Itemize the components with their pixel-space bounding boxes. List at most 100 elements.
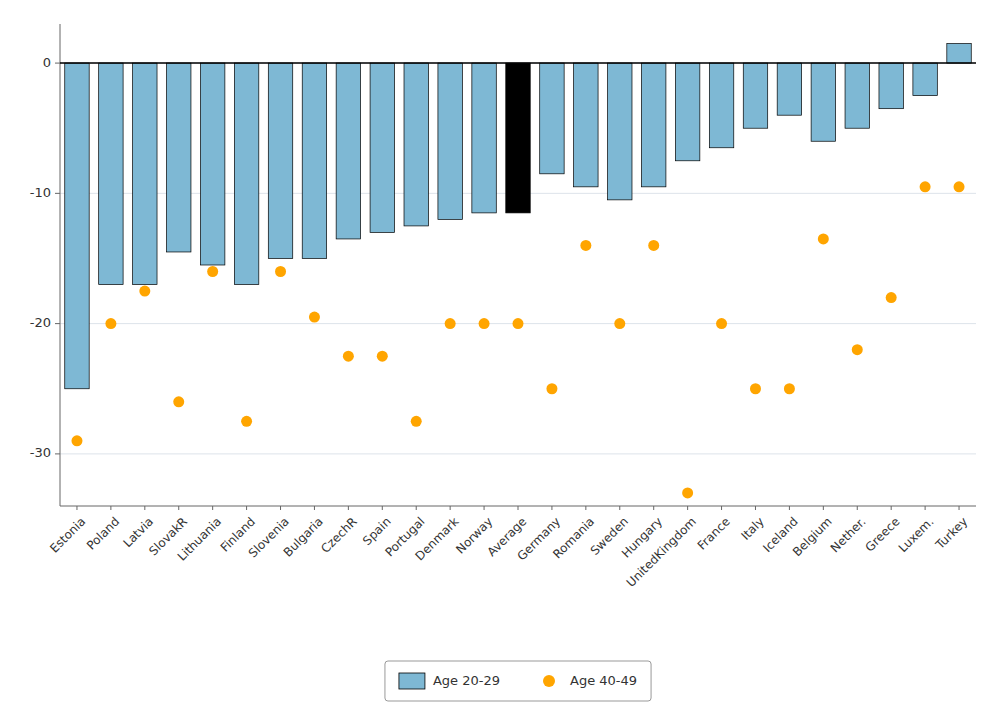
dot <box>546 383 557 394</box>
legend-swatch <box>399 673 425 689</box>
dot <box>445 318 456 329</box>
x-tick-label: Bulgaria <box>281 514 326 559</box>
x-tick-label: CzechR <box>318 514 359 555</box>
y-tick <box>55 63 60 64</box>
grid <box>60 63 976 454</box>
dot <box>275 266 286 277</box>
legend: Age 20-29 Age 40-49 <box>385 661 651 701</box>
series-1 <box>71 181 964 498</box>
bar <box>947 44 971 64</box>
x-tick <box>416 506 417 510</box>
x-tick-label: France <box>695 514 733 552</box>
x-tick-label: Turkey <box>932 514 970 552</box>
bar <box>268 63 292 258</box>
bar <box>302 63 326 258</box>
y-tick <box>55 323 60 324</box>
dot <box>513 318 524 329</box>
dot <box>241 416 252 427</box>
dot <box>614 318 625 329</box>
bar <box>99 63 123 284</box>
dot <box>682 487 693 498</box>
bar <box>540 63 564 174</box>
x-tick <box>721 506 722 510</box>
x-tick <box>212 506 213 510</box>
x-tick <box>110 506 111 510</box>
bar <box>879 63 903 109</box>
x-tick <box>789 506 790 510</box>
grid-line <box>60 453 976 454</box>
x-tick <box>178 506 179 510</box>
dot <box>207 266 218 277</box>
x-tick <box>823 506 824 510</box>
dot <box>818 233 829 244</box>
dot <box>309 312 320 323</box>
x-tick <box>450 506 451 510</box>
bar <box>472 63 496 213</box>
dot <box>343 351 354 362</box>
bar <box>404 63 428 226</box>
x-tick-label: Poland <box>84 514 122 552</box>
bar <box>608 63 632 200</box>
legend-swatch <box>543 675 555 687</box>
x-tick-label: Greece <box>862 514 902 554</box>
dot <box>139 286 150 297</box>
x-tick <box>891 506 892 510</box>
y-tick-label: -20 <box>30 315 51 330</box>
y-tick <box>55 453 60 454</box>
bar <box>506 63 530 213</box>
dot <box>479 318 490 329</box>
x-tick-label: Romania <box>550 514 597 561</box>
x-tick-label: Nether. <box>828 514 869 555</box>
y-tick-label: -10 <box>30 185 51 200</box>
grid-line <box>60 63 976 64</box>
x-tick-label: Luxem. <box>896 514 937 555</box>
legend-label: Age 20-29 <box>433 673 500 688</box>
x-tick <box>959 506 960 510</box>
bar <box>370 63 394 232</box>
x-tick-label: Lithuania <box>175 514 224 563</box>
bar <box>641 63 665 187</box>
bar <box>65 63 89 389</box>
dot <box>716 318 727 329</box>
dot <box>784 383 795 394</box>
x-tick-label: UnitedKingdom <box>624 514 699 589</box>
legend-box <box>385 661 651 701</box>
x-tick <box>348 506 349 510</box>
x-tick <box>755 506 756 510</box>
x-tick-label: Belgium <box>790 514 835 559</box>
dot <box>411 416 422 427</box>
dot <box>173 396 184 407</box>
x-tick <box>246 506 247 510</box>
x-tick <box>518 506 519 510</box>
x-tick <box>382 506 383 510</box>
dot <box>105 318 116 329</box>
x-tick-label: Italy <box>739 514 767 542</box>
bar <box>675 63 699 161</box>
x-tick <box>280 506 281 510</box>
x-tick-label: Estonia <box>47 514 88 555</box>
chart: 0-10-20-30EstoniaPolandLatviaSlovakRLith… <box>0 0 1000 726</box>
series-0 <box>65 44 972 389</box>
x-tick <box>144 506 145 510</box>
bar <box>777 63 801 115</box>
x-tick <box>551 506 552 510</box>
x-tick <box>687 506 688 510</box>
x-tick-label: Denmark <box>413 514 462 563</box>
bar <box>913 63 937 96</box>
legend-label: Age 40-49 <box>570 673 637 688</box>
y-axis: 0-10-20-30 <box>30 24 60 506</box>
x-tick <box>653 506 654 510</box>
x-tick <box>857 506 858 510</box>
dot <box>920 181 931 192</box>
bar <box>200 63 224 265</box>
bar <box>167 63 191 252</box>
dot <box>852 344 863 355</box>
bar <box>574 63 598 187</box>
dot <box>377 351 388 362</box>
x-tick <box>484 506 485 510</box>
dot <box>648 240 659 251</box>
dot <box>580 240 591 251</box>
bar <box>438 63 462 219</box>
x-axis: EstoniaPolandLatviaSlovakRLithuaniaFinla… <box>47 506 976 590</box>
bar <box>845 63 869 128</box>
